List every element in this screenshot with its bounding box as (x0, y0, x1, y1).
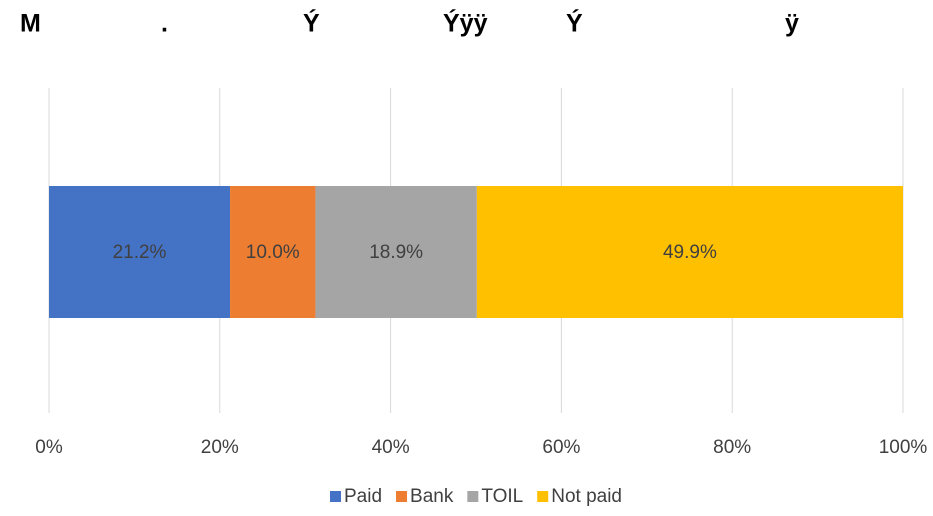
legend-label: Paid (344, 486, 382, 507)
legend-swatch (537, 491, 549, 502)
bar-segment (49, 186, 231, 318)
chart-title: Ý (566, 8, 583, 38)
legend-swatch (329, 491, 341, 502)
x-tick-label: 100% (879, 437, 928, 458)
x-tick-label: 0% (35, 437, 63, 458)
x-tick-label: 60% (542, 437, 580, 458)
legend-swatch (467, 491, 479, 502)
legend-label: Not paid (551, 486, 622, 507)
legend-swatch (396, 491, 408, 502)
x-tick-label: 80% (713, 437, 751, 458)
bar-segment (315, 186, 477, 318)
chart-title: ÿ (785, 10, 799, 38)
chart-title: M (20, 10, 41, 38)
bar-segment (230, 186, 316, 318)
data-label: 10.0% (246, 242, 300, 263)
x-tick-label: 20% (201, 437, 239, 458)
x-tick-label: 40% (372, 437, 410, 458)
data-label: 49.9% (663, 242, 717, 263)
chart-title: Ýÿÿ (443, 8, 488, 38)
data-label: 18.9% (369, 242, 423, 263)
legend-label: Bank (410, 486, 454, 507)
chart-title: Ý (303, 8, 320, 38)
data-label: 21.2% (113, 242, 167, 263)
legend-label: TOIL (481, 486, 523, 507)
chart-title: . (161, 10, 168, 38)
bar-segment (476, 186, 903, 318)
